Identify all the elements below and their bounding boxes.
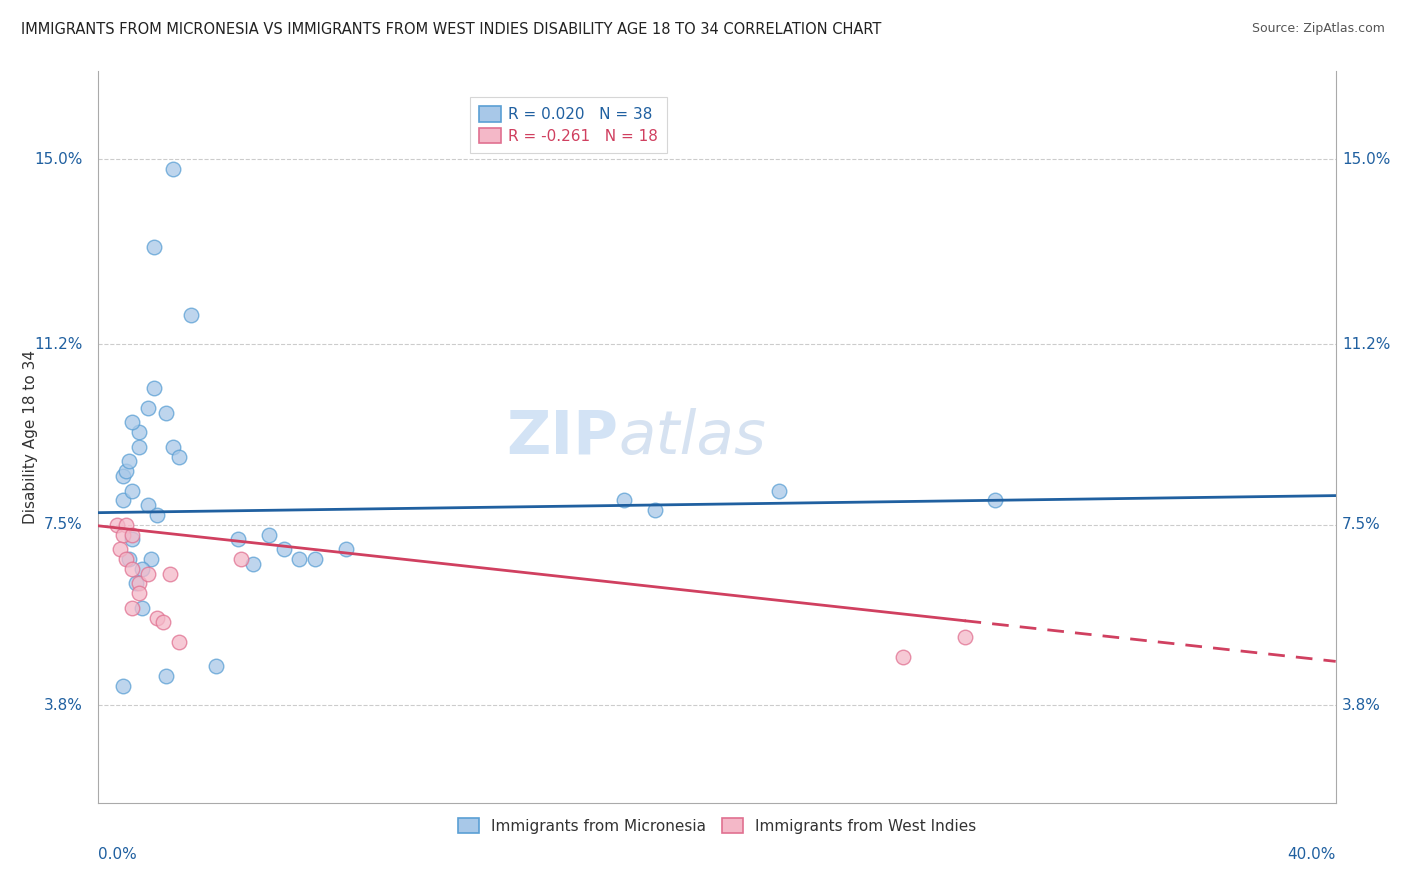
Text: 15.0%: 15.0%: [1341, 152, 1391, 167]
Legend: Immigrants from Micronesia, Immigrants from West Indies: Immigrants from Micronesia, Immigrants f…: [449, 808, 986, 843]
Point: [121, 600, 143, 615]
Point: [105, 517, 128, 532]
Point: [108, 542, 131, 557]
Point: [155, 406, 177, 420]
Point: [139, 552, 162, 566]
Text: 3.8%: 3.8%: [1341, 698, 1381, 713]
Point: [121, 562, 143, 576]
Text: Source: ZipAtlas.com: Source: ZipAtlas.com: [1251, 22, 1385, 36]
Point: [167, 635, 190, 649]
Point: [128, 586, 150, 600]
Text: 7.5%: 7.5%: [44, 517, 83, 533]
Point: [112, 527, 135, 541]
Point: [131, 600, 153, 615]
Point: [768, 483, 790, 498]
Point: [112, 469, 135, 483]
Text: 40.0%: 40.0%: [1288, 847, 1336, 862]
Point: [115, 517, 138, 532]
Point: [257, 527, 280, 541]
Text: 11.2%: 11.2%: [1341, 337, 1391, 352]
Point: [124, 576, 146, 591]
Point: [159, 566, 181, 581]
Point: [121, 416, 143, 430]
Point: [180, 308, 202, 322]
Point: [121, 533, 143, 547]
Point: [128, 440, 150, 454]
Point: [143, 381, 166, 395]
Point: [112, 679, 135, 693]
Point: [136, 401, 159, 415]
Point: [146, 508, 169, 522]
Point: [644, 503, 666, 517]
Text: atlas: atlas: [619, 408, 766, 467]
Point: [121, 483, 143, 498]
Point: [335, 542, 357, 557]
Point: [115, 464, 138, 478]
Point: [118, 552, 141, 566]
Text: 7.5%: 7.5%: [1341, 517, 1381, 533]
Point: [162, 161, 184, 176]
Point: [136, 566, 159, 581]
Point: [136, 499, 159, 513]
Point: [953, 630, 976, 644]
Point: [242, 557, 264, 571]
Point: [143, 240, 166, 254]
Point: [226, 533, 249, 547]
Point: [146, 610, 169, 624]
Text: 3.8%: 3.8%: [44, 698, 83, 713]
Point: [131, 562, 153, 576]
Text: Disability Age 18 to 34: Disability Age 18 to 34: [22, 350, 38, 524]
Point: [118, 454, 141, 468]
Point: [205, 659, 228, 673]
Point: [273, 542, 295, 557]
Point: [155, 669, 177, 683]
Point: [152, 615, 174, 630]
Point: [115, 552, 138, 566]
Point: [162, 440, 184, 454]
Text: 15.0%: 15.0%: [35, 152, 83, 167]
Point: [167, 450, 190, 464]
Point: [304, 552, 326, 566]
Point: [613, 493, 636, 508]
Point: [984, 493, 1007, 508]
Point: [288, 552, 311, 566]
Text: IMMIGRANTS FROM MICRONESIA VS IMMIGRANTS FROM WEST INDIES DISABILITY AGE 18 TO 3: IMMIGRANTS FROM MICRONESIA VS IMMIGRANTS…: [21, 22, 882, 37]
Text: ZIP: ZIP: [506, 408, 619, 467]
Point: [128, 425, 150, 440]
Point: [891, 649, 914, 664]
Point: [128, 576, 150, 591]
Point: [121, 527, 143, 541]
Text: 0.0%: 0.0%: [98, 847, 138, 862]
Point: [112, 493, 135, 508]
Point: [229, 552, 252, 566]
Text: 11.2%: 11.2%: [35, 337, 83, 352]
